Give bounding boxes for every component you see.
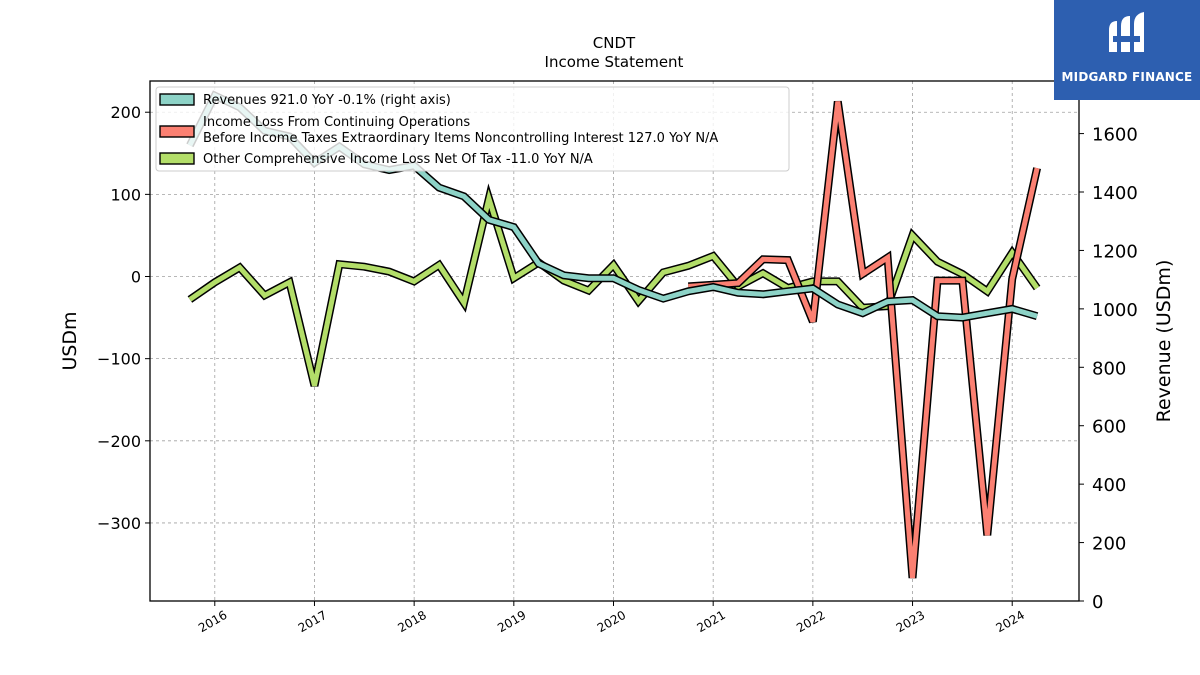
y-tick-label: 200 [110, 103, 141, 122]
y2-tick-label: 0 [1092, 592, 1103, 613]
left-axis-label: USDm [59, 311, 81, 370]
pretax-income-line [688, 101, 1040, 579]
y-tick-label: −100 [97, 350, 141, 369]
legend-swatch-revenues [159, 93, 195, 106]
midgard-logo-icon [1109, 12, 1144, 52]
y-tick-label: −300 [97, 514, 141, 533]
y-tick-label: 0 [131, 268, 141, 287]
y2-tick-label: 800 [1092, 358, 1126, 379]
y2-tick-label: 1600 [1092, 125, 1138, 146]
legend-swatch-pretax-income [159, 125, 195, 138]
legend-box [155, 86, 790, 172]
brand-logo: MIDGARD FINANCE [1054, 0, 1200, 100]
chart-subtitle: Income Statement [545, 53, 684, 71]
legend-label-pretax-income-line2: Before Income Taxes Extraordinary Items … [203, 131, 718, 146]
legend-label-pretax-income-line1: Income Loss From Continuing Operations [203, 115, 470, 130]
chart-title: CNDT [593, 34, 636, 52]
brand-name: MIDGARD FINANCE [1061, 70, 1193, 84]
axes [145, 80, 1084, 606]
y2-tick-label: 600 [1092, 417, 1126, 438]
y2-tick-label: 1400 [1092, 183, 1138, 204]
oci-line [188, 189, 1040, 387]
legend-label-revenues: Revenues 921.0 YoY -0.1% (right axis) [203, 93, 451, 108]
y2-tick-label: 1000 [1092, 300, 1138, 321]
y2-tick-label: 200 [1092, 534, 1126, 555]
y2-tick-label: 1200 [1092, 241, 1138, 262]
legend: Revenues 921.0 YoY -0.1% (right axis) In… [155, 86, 790, 172]
legend-swatch-oci [159, 152, 195, 165]
right-axis-label: Revenue (USDm) [1153, 260, 1175, 423]
y2-tick-label: 400 [1092, 475, 1126, 496]
legend-label-oci: Other Comprehensive Income Loss Net Of T… [203, 152, 593, 167]
y-tick-label: 100 [110, 185, 141, 204]
y-tick-label: −200 [97, 432, 141, 451]
plot-frame [149, 80, 1080, 602]
